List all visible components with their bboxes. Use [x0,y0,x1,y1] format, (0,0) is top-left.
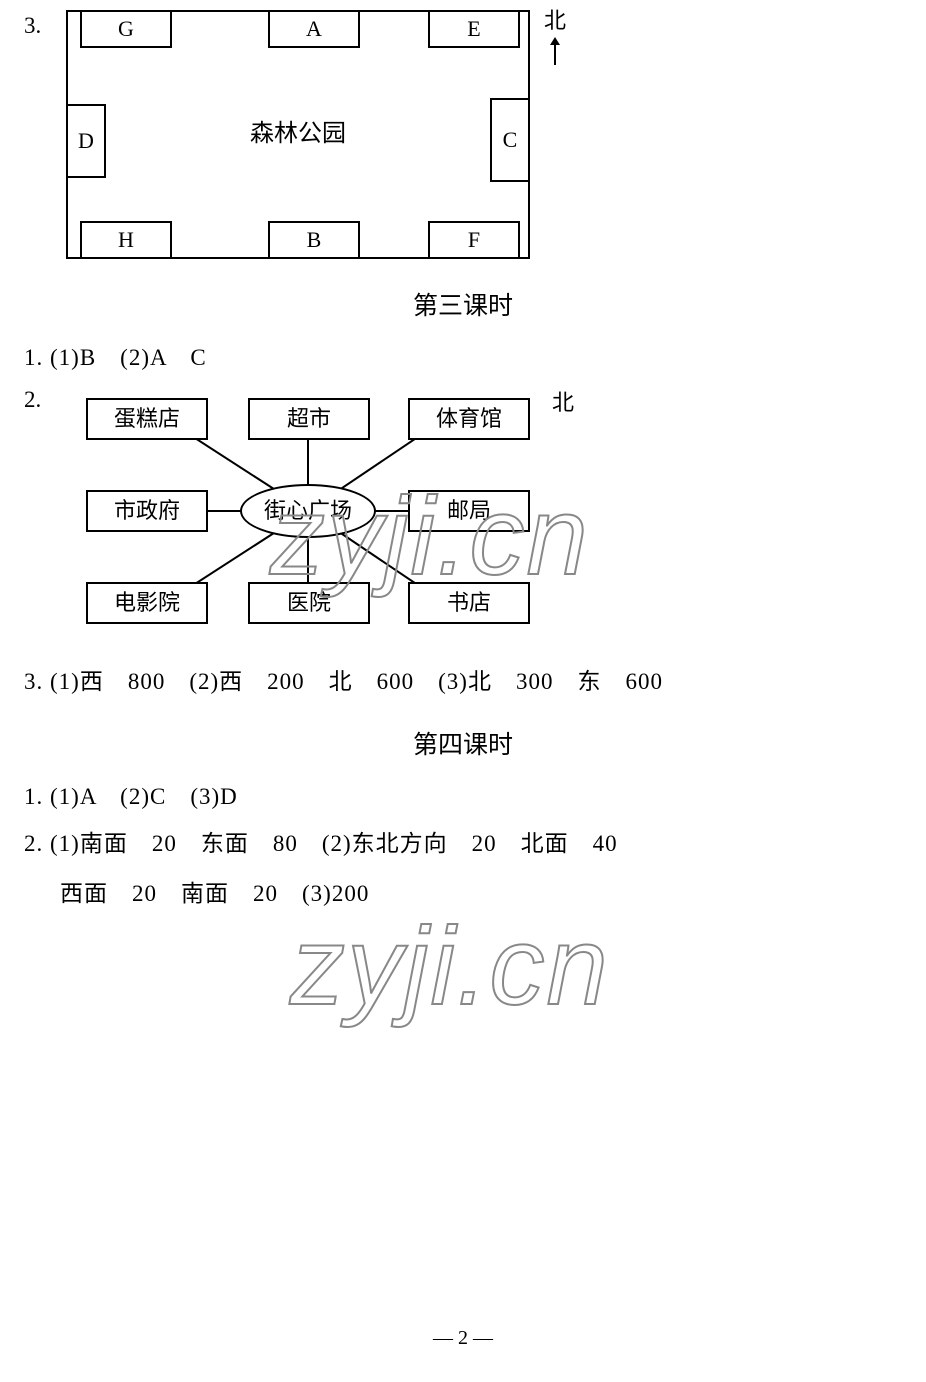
q3-number: 3. [24,10,52,42]
box-cinema: 电影院 [86,582,208,624]
box-city-hall: 市政府 [86,490,208,532]
compass-north-label: 北 [544,6,566,37]
forest-park-center-label: 森林公园 [250,118,346,152]
section3-title: 第三课时 [0,289,926,324]
s4-q2-line1: 2. (1)南面 20 东面 80 (2)东北方向 20 北面 40 [0,828,926,860]
s3-q1: 1. (1)B (2)A C [0,342,926,374]
s4-q2-line2: 西面 20 南面 20 (3)200 [0,878,926,910]
section4-title: 第四课时 [0,728,926,763]
compass-icon: 北 [544,6,566,65]
box-post-office: 邮局 [408,490,530,532]
box-hospital: 医院 [248,582,370,624]
box-G: G [80,10,172,48]
box-A: A [268,10,360,48]
watermark-2: zyji.cn [290,890,610,1044]
box-cake-shop: 蛋糕店 [86,398,208,440]
box-F: F [428,221,520,259]
plaza-north-label: 北 [552,388,574,419]
box-gym: 体育馆 [408,398,530,440]
s3-q2-number: 2. [24,384,52,416]
box-bookstore: 书店 [408,582,530,624]
box-B: B [268,221,360,259]
s3-q3: 3. (1)西 800 (2)西 200 北 600 (3)北 300 东 60… [0,666,926,698]
box-D: D [66,104,106,178]
box-E: E [428,10,520,48]
compass-arrow [554,39,556,65]
diagram-plaza: 街心广场 蛋糕店 超市 体育馆 市政府 邮局 电影院 医院 书店 北 [68,384,548,638]
box-supermarket: 超市 [248,398,370,440]
diagram-forest-park: G A E D C H B F 森林公园 北 [66,10,566,259]
plaza-center: 街心广场 [240,484,376,538]
page-number: — 2 — [0,1324,926,1352]
box-H: H [80,221,172,259]
forest-park-frame: G A E D C H B F 森林公园 [66,10,530,259]
box-C: C [490,98,530,182]
s4-q1: 1. (1)A (2)C (3)D [0,781,926,813]
